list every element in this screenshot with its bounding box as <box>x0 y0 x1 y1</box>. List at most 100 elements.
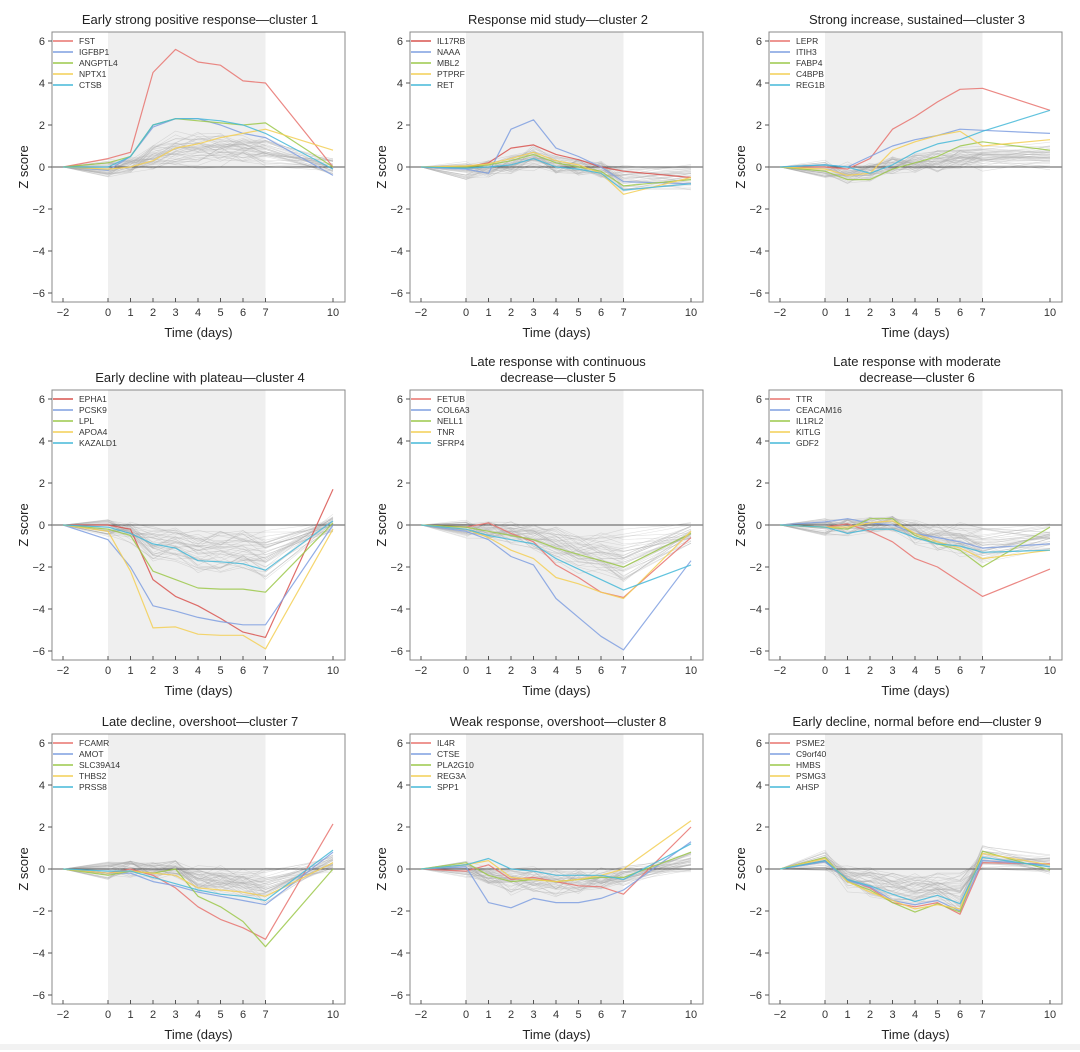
y-tick-label: 6 <box>756 394 762 406</box>
background-gene-line <box>779 150 1051 179</box>
background-gene-line <box>420 522 692 565</box>
chart-title: Strong increase, sustained—cluster 3 <box>808 12 1026 27</box>
chart-svg: 6 4 2 0 −2 −4 −6 −2 0 1 2 3 4 5 6 7 10 Time (days) Z score… <box>733 389 1063 698</box>
legend-label: APOA4 <box>79 427 108 437</box>
x-tick-label: −2 <box>415 1009 428 1021</box>
legend-label: MBL2 <box>437 58 459 68</box>
background-gene-line <box>420 159 692 181</box>
x-tick-label: 0 <box>822 307 828 319</box>
series-line-kazald1 <box>62 520 334 571</box>
y-tick-label: −4 <box>749 948 762 960</box>
background-gene-line <box>420 852 692 887</box>
background-gene-line <box>62 518 334 550</box>
x-tick-label: 2 <box>508 307 514 319</box>
background-gene-line <box>779 846 1051 907</box>
background-gene-line <box>779 857 1051 893</box>
y-tick-label: 0 <box>397 162 403 174</box>
x-tick-label: 2 <box>150 307 156 319</box>
background-gene-line <box>420 858 692 895</box>
y-tick-label: 6 <box>397 738 403 750</box>
background-gene-line <box>62 521 334 546</box>
x-tick-label: −2 <box>57 665 70 677</box>
background-gene-line <box>420 864 692 890</box>
background-gene-line <box>420 860 692 887</box>
x-tick-label: 10 <box>1044 665 1056 677</box>
background-gene-line <box>779 862 1051 887</box>
y-tick-label: 6 <box>397 36 403 48</box>
background-gene-line <box>779 149 1051 175</box>
legend-label: AMOT <box>79 749 104 759</box>
legend-label: NELL1 <box>437 416 463 426</box>
background-gene-line <box>420 851 692 898</box>
background-gene-line <box>62 858 334 896</box>
legend-label: ITIH3 <box>796 47 817 57</box>
background-gene-line <box>420 156 692 185</box>
bottom-strip <box>0 1044 1080 1050</box>
y-tick-label: 0 <box>39 520 45 532</box>
x-tick-label: 7 <box>620 665 626 677</box>
chart-title: Weak response, overshoot—cluster 8 <box>449 714 667 729</box>
y-tick-label: 6 <box>39 394 45 406</box>
x-tick-label: 7 <box>262 665 268 677</box>
background-gene-line <box>420 851 692 892</box>
background-gene-line <box>62 862 334 893</box>
y-axis-label: Z score <box>374 847 389 890</box>
background-gene-line <box>779 516 1051 540</box>
background-gene-line <box>779 861 1051 894</box>
x-tick-label: 7 <box>979 1009 985 1021</box>
y-tick-label: −4 <box>390 604 403 616</box>
y-tick-label: 0 <box>756 864 762 876</box>
x-axis-label: Time (days) <box>881 683 949 698</box>
background-gene-line <box>779 156 1051 177</box>
legend-label: KITLG <box>796 427 821 437</box>
background-gene-line <box>62 519 334 547</box>
y-tick-label: −2 <box>749 204 762 216</box>
x-tick-label: −2 <box>774 665 787 677</box>
background-gene-line <box>62 513 334 568</box>
y-tick-label: 4 <box>39 436 45 448</box>
x-tick-label: −2 <box>57 307 70 319</box>
x-tick-label: 6 <box>240 665 246 677</box>
y-tick-label: 2 <box>756 120 762 132</box>
background-gene-line <box>62 860 334 892</box>
background-gene-line <box>779 153 1051 175</box>
x-tick-label: 1 <box>485 665 491 677</box>
y-tick-label: −4 <box>749 604 762 616</box>
background-gene-line <box>62 522 334 578</box>
legend-label: CEACAM16 <box>796 405 842 415</box>
x-tick-label: 1 <box>127 307 133 319</box>
legend-label: KAZALD1 <box>79 438 117 448</box>
legend-label: IGFBP1 <box>79 47 110 57</box>
background-gene-line <box>62 524 334 549</box>
y-tick-label: −2 <box>390 562 403 574</box>
x-tick-label: 10 <box>327 1009 339 1021</box>
x-tick-label: 10 <box>685 665 697 677</box>
chart-panel-cluster-9: Early decline, normal before end—cluster… <box>717 702 1077 1052</box>
legend-label: PSMG3 <box>796 771 826 781</box>
legend-label: IL4R <box>437 738 455 748</box>
chart-title: decrease—cluster 5 <box>500 370 616 385</box>
y-tick-label: −2 <box>749 906 762 918</box>
chart-svg: 6 4 2 0 −2 −4 −6 −2 0 1 2 3 4 5 6 7 10 Time (days) Z score… <box>16 733 346 1042</box>
y-tick-label: −6 <box>749 990 762 1002</box>
chart-panel-cluster-5: Late response with continuous decrease—cl… <box>358 354 718 708</box>
chart-title: Late response with continuous <box>470 354 646 369</box>
background-gene-line <box>779 860 1051 891</box>
background-gene-line <box>779 516 1051 560</box>
series-line-ret <box>420 158 692 191</box>
background-gene-line <box>779 858 1051 891</box>
background-gene-line <box>420 522 692 539</box>
series-line-gdf2 <box>779 524 1051 553</box>
legend-label: PRSS8 <box>79 782 107 792</box>
x-tick-label: 3 <box>172 665 178 677</box>
y-tick-label: 4 <box>397 78 403 90</box>
x-tick-label: −2 <box>57 1009 70 1021</box>
background-gene-line <box>62 142 334 173</box>
background-gene-line <box>420 524 692 556</box>
series-line-sfrp4 <box>420 524 692 591</box>
y-tick-label: 0 <box>756 520 762 532</box>
chart-svg: 6 4 2 0 −2 −4 −6 −2 0 1 2 3 4 5 6 7 10 Time (days) Z score… <box>16 389 346 698</box>
background-gene-line <box>62 858 334 903</box>
x-tick-label: 1 <box>844 307 850 319</box>
y-tick-label: 0 <box>397 520 403 532</box>
